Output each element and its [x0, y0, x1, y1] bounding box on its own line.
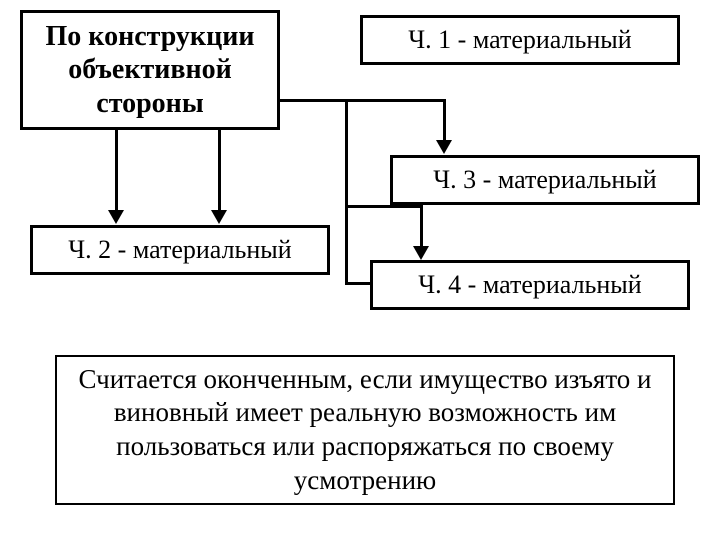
node-ch1: Ч. 1 - материальный: [360, 15, 680, 65]
edge-branch-mid-h: [345, 205, 423, 208]
explanation-box: Считается оконченным, если имущество изъ…: [55, 355, 675, 505]
title-text: По конструкции объективной стороны: [33, 20, 267, 121]
explanation-text: Считается оконченным, если имущество изъ…: [67, 363, 663, 498]
edge-to-ch4-head: [413, 246, 429, 260]
node-ch2: Ч. 2 - материальный: [30, 225, 330, 275]
edge-to-ch3-line: [443, 99, 446, 141]
title-box: По конструкции объективной стороны: [20, 10, 280, 130]
edge-vertical-branch: [345, 99, 348, 285]
edge-title-down2-head: [211, 210, 227, 224]
edge-title-to-ch2-line: [115, 130, 118, 210]
node-ch4: Ч. 4 - материальный: [370, 260, 690, 310]
node-ch1-text: Ч. 1 - материальный: [408, 24, 631, 55]
edge-to-ch3-head: [436, 140, 452, 154]
edge-to-ch4-line: [420, 205, 423, 247]
edge-title-down2-line: [218, 130, 221, 210]
edge-horizontal-branch: [280, 99, 445, 102]
edge-title-to-ch2-head: [108, 210, 124, 224]
node-ch3: Ч. 3 - материальный: [390, 155, 700, 205]
node-ch3-text: Ч. 3 - материальный: [433, 164, 656, 195]
edge-branch-to-ch4-h: [345, 282, 373, 285]
node-ch2-text: Ч. 2 - материальный: [68, 234, 291, 265]
node-ch4-text: Ч. 4 - материальный: [418, 269, 641, 300]
